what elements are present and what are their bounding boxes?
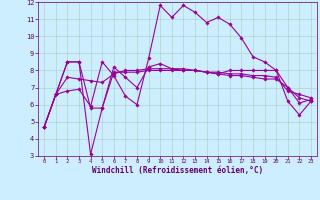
X-axis label: Windchill (Refroidissement éolien,°C): Windchill (Refroidissement éolien,°C) bbox=[92, 166, 263, 175]
